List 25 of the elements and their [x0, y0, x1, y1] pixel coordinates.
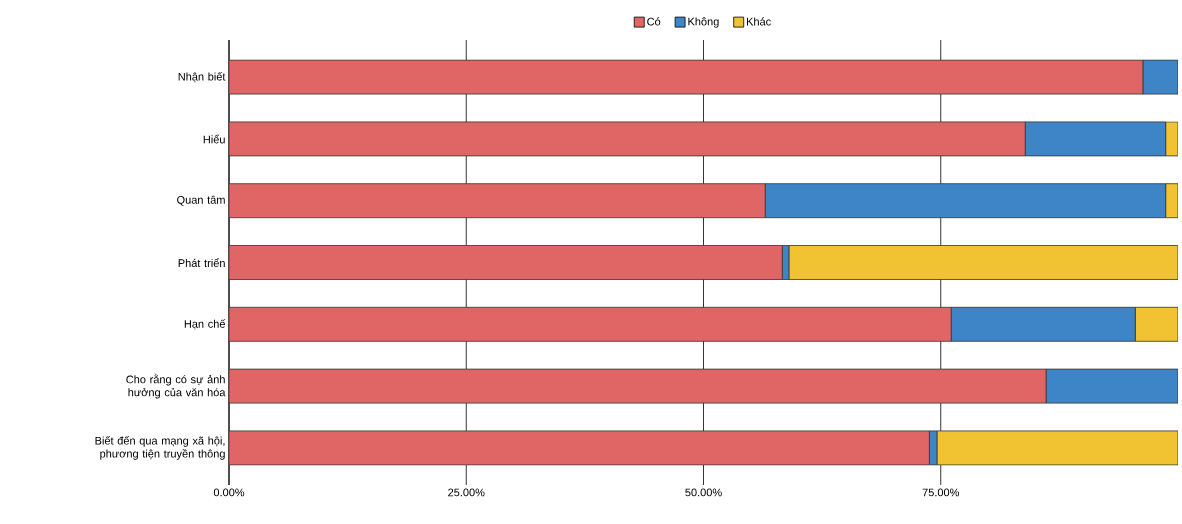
- bar: [229, 306, 952, 342]
- bar: [229, 59, 1144, 95]
- bar: [764, 183, 1167, 219]
- x-tick-label: 25.00%: [448, 488, 485, 497]
- y-tick-label: Cho rằng có sự ảnh hưởng của văn hóa: [126, 373, 226, 399]
- bar: [229, 183, 766, 219]
- bar: [229, 430, 930, 466]
- y-tick-label: Hạn chế: [184, 319, 226, 330]
- legend-label: Có: [647, 17, 661, 26]
- legend-label: Không: [688, 17, 719, 28]
- bar: [1024, 121, 1167, 157]
- y-tick-label: Quan tâm: [177, 195, 225, 206]
- legend-label: Khác: [747, 17, 771, 26]
- bar: [229, 121, 1026, 157]
- y-tick-label: Nhận biết: [178, 72, 226, 83]
- bar: [950, 306, 1136, 342]
- bar: [1045, 368, 1178, 404]
- bar: [229, 368, 1047, 404]
- y-tick-label: Biết đến qua mạng xã hội, phương tiện truyền thông: [95, 436, 225, 460]
- x-tick-label: 0.00%: [213, 488, 245, 497]
- bar: [229, 245, 783, 280]
- y-tick-label: Hiểu: [203, 134, 225, 144]
- x-tick-label: 75.00%: [922, 488, 959, 497]
- y-tick-label: Phát triển: [178, 258, 225, 267]
- x-tick-label: 50.00%: [685, 488, 722, 497]
